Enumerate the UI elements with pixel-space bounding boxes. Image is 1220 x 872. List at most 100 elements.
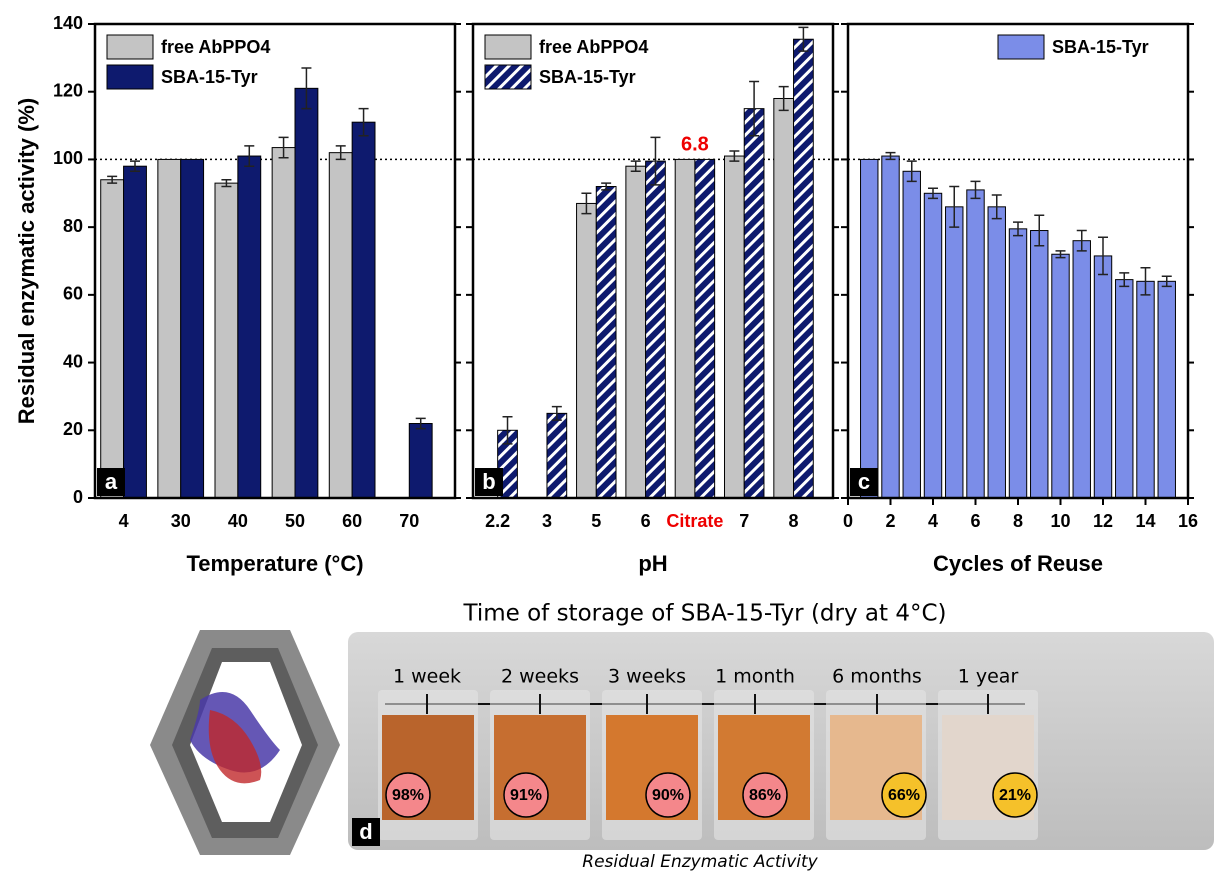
- x-axis-title: Temperature (°C): [186, 551, 363, 576]
- legend-label: SBA-15-Tyr: [1052, 37, 1149, 57]
- x-tick-label: 0: [843, 511, 853, 531]
- legend-label: free AbPPO4: [539, 37, 648, 57]
- bar: [124, 166, 147, 498]
- bar: [1116, 280, 1133, 498]
- bar: [725, 156, 745, 498]
- x-tick-label: 40: [228, 511, 248, 531]
- bar: [215, 183, 238, 498]
- activity-label: 90%: [652, 787, 684, 804]
- bar: [181, 159, 204, 498]
- bar: [295, 88, 318, 498]
- x-tick-label: 4: [119, 511, 129, 531]
- bar: [409, 424, 432, 498]
- bar: [238, 156, 261, 498]
- x-tick-label: 8: [1013, 511, 1023, 531]
- x-tick-label: 14: [1135, 511, 1155, 531]
- legend-swatch: [485, 35, 531, 59]
- time-label: 1 month: [715, 666, 795, 688]
- x-tick-label: 3: [542, 511, 552, 531]
- bar: [1031, 231, 1048, 498]
- y-tick-label: 80: [63, 216, 83, 236]
- bar: [272, 148, 295, 498]
- time-label: 1 week: [393, 666, 461, 688]
- bar: [882, 156, 899, 498]
- x-tick-label: 2: [885, 511, 895, 531]
- x-tick-label: 70: [399, 511, 419, 531]
- x-tick-label: 50: [285, 511, 305, 531]
- x-tick-label: 4: [928, 511, 938, 531]
- bar: [101, 180, 124, 498]
- bar: [794, 39, 814, 498]
- x-tick-label: 30: [171, 511, 191, 531]
- y-tick-label: 0: [73, 487, 83, 507]
- x-tick-label: 10: [1050, 511, 1070, 531]
- figure: Time of storage of SBA-15-Tyr (dry at 4°…: [0, 0, 1220, 872]
- legend-label: SBA-15-Tyr: [539, 67, 636, 87]
- legend-label: SBA-15-Tyr: [161, 67, 258, 87]
- x-tick-label: Citrate: [666, 511, 723, 531]
- bar: [596, 187, 616, 498]
- panel-label: b: [482, 469, 495, 494]
- bar: [903, 171, 920, 498]
- bar: [1009, 229, 1026, 498]
- y-tick-label: 140: [53, 13, 83, 33]
- legend-label: free AbPPO4: [161, 37, 270, 57]
- x-tick-label: 5: [591, 511, 601, 531]
- bar: [646, 161, 666, 498]
- bar: [774, 98, 794, 498]
- bar: [626, 166, 646, 498]
- x-tick-label: 6: [970, 511, 980, 531]
- x-axis-title: Cycles of Reuse: [933, 551, 1103, 576]
- y-tick-label: 120: [53, 80, 83, 100]
- y-tick-label: 60: [63, 284, 83, 304]
- panel-label: d: [359, 819, 372, 844]
- bar: [329, 153, 352, 498]
- legend-swatch: [107, 35, 153, 59]
- x-tick-label: 6: [641, 511, 651, 531]
- bar: [1137, 281, 1154, 498]
- annotation: 6.8: [681, 134, 709, 156]
- legend-swatch: [107, 65, 153, 89]
- x-tick-label: 2.2: [485, 511, 510, 531]
- bar: [695, 159, 715, 498]
- page: Time of storage of SBA-15-Tyr (dry at 4°…: [0, 0, 1220, 872]
- hexagon-illustration: [150, 630, 340, 855]
- bar: [1094, 256, 1111, 498]
- panel-label: a: [105, 469, 118, 494]
- activity-label: 91%: [510, 787, 542, 804]
- legend-swatch: [485, 65, 531, 89]
- bar: [946, 207, 963, 498]
- time-label: 3 weeks: [608, 666, 686, 688]
- bar: [547, 413, 567, 498]
- bar: [1052, 254, 1069, 498]
- x-tick-label: 16: [1178, 511, 1198, 531]
- y-tick-label: 40: [63, 351, 83, 371]
- x-axis-title: pH: [638, 551, 667, 576]
- bar: [924, 193, 941, 498]
- bar: [988, 207, 1005, 498]
- bar: [967, 190, 984, 498]
- bar: [352, 122, 375, 498]
- time-label: 6 months: [832, 666, 922, 688]
- bar: [577, 203, 597, 498]
- panel-label: c: [858, 469, 870, 494]
- bar: [1158, 281, 1175, 498]
- panel-d-caption: Residual Enzymatic Activity: [582, 852, 818, 872]
- activity-label: 86%: [749, 787, 781, 804]
- x-tick-label: 8: [789, 511, 799, 531]
- x-tick-label: 12: [1093, 511, 1113, 531]
- y-tick-label: 20: [63, 419, 83, 439]
- bar: [744, 109, 764, 498]
- panel-d-title: Time of storage of SBA-15-Tyr (dry at 4°…: [463, 601, 947, 627]
- x-tick-label: 7: [739, 511, 749, 531]
- x-tick-label: 60: [342, 511, 362, 531]
- activity-label: 21%: [999, 787, 1031, 804]
- bar: [675, 159, 695, 498]
- y-axis-title: Residual enzymatic activity (%): [14, 98, 39, 424]
- time-label: 1 year: [958, 666, 1019, 688]
- legend-swatch: [998, 35, 1044, 59]
- y-tick-label: 100: [53, 148, 83, 168]
- bar: [1073, 241, 1090, 498]
- time-label: 2 weeks: [501, 666, 579, 688]
- activity-label: 66%: [888, 787, 920, 804]
